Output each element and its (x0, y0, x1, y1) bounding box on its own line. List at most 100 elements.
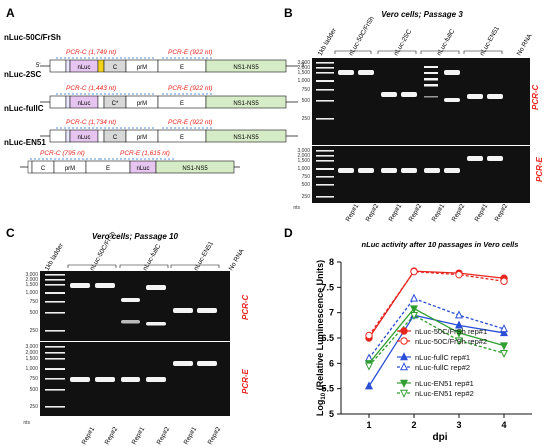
gel-c-c-bands (70, 283, 217, 326)
x-tick-label: 1 (366, 420, 371, 430)
svg-text:3,000: 3,000 (297, 148, 310, 154)
gel-b-c-bands (338, 66, 503, 102)
gel-c-rep-labels: Rep#1 Rep#2 Rep#1 Rep#2 Rep#1 Rep#2 (81, 426, 223, 446)
data-point (409, 293, 419, 302)
svg-text:Rep#2: Rep#2 (207, 426, 223, 446)
svg-text:NS1-NS5: NS1-NS5 (182, 166, 208, 172)
svg-text:PCR-C (795 nt): PCR-C (795 nt) (40, 150, 85, 157)
svg-text:E: E (180, 135, 184, 141)
svg-text:Rep#1: Rep#1 (431, 203, 447, 223)
svg-text:1,500: 1,500 (297, 70, 310, 76)
series-layer (364, 267, 509, 390)
panel-d-letter: D (284, 226, 293, 240)
legend-marker (399, 389, 409, 398)
svg-text:Rep#2: Rep#2 (156, 426, 172, 446)
legend-item: nLuc-50C/FrSh rep#2 (397, 337, 487, 346)
svg-text:nLuc: nLuc (77, 135, 90, 141)
series-5 (364, 312, 509, 371)
y-axis-label: Log10 (Relative Luminescence Units) (315, 260, 327, 416)
svg-text:750: 750 (302, 174, 311, 180)
construct-name: nLuc-EN51 (4, 138, 46, 147)
gel-c-e-bands (70, 361, 217, 382)
gel-b-lane-brackets (334, 50, 503, 54)
svg-text:Rep#1: Rep#1 (183, 426, 199, 446)
svg-text:PCR-E (922 nt): PCR-E (922 nt) (168, 119, 212, 126)
svg-text:500: 500 (30, 310, 39, 316)
svg-text:250: 250 (302, 194, 311, 200)
svg-text:1,500: 1,500 (25, 356, 38, 362)
svg-text:C: C (41, 166, 46, 172)
svg-text:2,000: 2,000 (25, 350, 38, 356)
svg-text:C*: C* (112, 101, 119, 107)
series-3 (364, 293, 509, 362)
construct-name: nLuc-50C/FrSh (4, 33, 61, 42)
pcr-e-label: PCR-E (922 nt) (168, 49, 212, 56)
svg-text:250: 250 (30, 404, 39, 410)
svg-text:3,000: 3,000 (25, 344, 38, 350)
legend-item: nLuc-fullC rep#2 (397, 362, 470, 372)
y-tick-label: 5.5 (321, 384, 334, 394)
svg-text:3,000: 3,000 (25, 272, 38, 278)
svg-text:nLuc-2SC: nLuc-2SC (393, 28, 414, 57)
chart-title: nLuc activity after 10 passages in Vero … (362, 240, 519, 249)
construct-2sc: nLuc-2SC PCR-C (1,443 nt) PCR-E (922 nt)… (4, 70, 298, 109)
svg-text:750: 750 (30, 376, 39, 382)
svg-text:2,000: 2,000 (297, 153, 310, 159)
svg-text:E: E (106, 166, 110, 172)
legend-marker (399, 362, 409, 371)
svg-text:Rep#2: Rep#2 (494, 203, 510, 223)
svg-text:PCR-C (1,443 nt): PCR-C (1,443 nt) (66, 85, 116, 92)
svg-text:250: 250 (302, 116, 311, 122)
svg-text:nLuc: nLuc (77, 65, 90, 71)
svg-text:E: E (180, 65, 184, 71)
svg-text:Rep#1: Rep#1 (81, 426, 97, 446)
panel-c-title: Vero cells; Passage 10 (92, 232, 179, 241)
legend-label: nLuc-EN51 rep#2 (415, 389, 474, 398)
legend-label: nLuc-fullC rep#1 (415, 353, 470, 362)
gel-c-pcr-e-label: PCR-E (241, 368, 250, 394)
svg-text:NS1-NS5: NS1-NS5 (233, 65, 259, 71)
legend-marker (399, 379, 409, 388)
x-tick-label: 3 (456, 420, 461, 430)
svg-text:NS1-NS5: NS1-NS5 (233, 101, 259, 107)
legend-item: nLuc-50C/FrSh rep#1 (397, 327, 487, 336)
legend-label: nLuc-fullC rep#2 (415, 363, 470, 372)
legend-label: nLuc-50C/FrSh rep#2 (415, 337, 487, 346)
gel-b-rep-labels: Rep#1 Rep#2 Rep#1 Rep#2 Rep#1 Rep#2 Rep#… (345, 203, 510, 223)
svg-text:1,500: 1,500 (297, 158, 310, 164)
svg-text:Rep#1: Rep#1 (474, 203, 490, 223)
data-point (455, 270, 463, 279)
data-point (499, 328, 509, 337)
y-tick-label: 7 (329, 308, 334, 318)
svg-text:1,000: 1,000 (25, 366, 38, 372)
gel-b-pcr-e-label: PCR-E (535, 156, 544, 182)
svg-text:E: E (180, 101, 184, 107)
y-ticks: 5 5.5 6 6.5 7 7.5 8 (321, 257, 341, 419)
data-point (499, 342, 509, 351)
svg-text:Rep#2: Rep#2 (365, 203, 381, 223)
svg-text:750: 750 (302, 87, 311, 93)
svg-text:PCR-E (922 nt): PCR-E (922 nt) (168, 85, 212, 92)
panel-b-title: Vero cells; Passage 3 (381, 10, 463, 19)
svg-text:C: C (113, 135, 118, 141)
gel-c-pcr-c-label: PCR-C (241, 294, 250, 320)
svg-text:Rep#1: Rep#1 (345, 203, 361, 223)
gel-b-pcr-e (312, 146, 530, 203)
panel-c-letter: C (6, 226, 15, 240)
svg-text:nLuc-50C/FrSh: nLuc-50C/FrSh (348, 15, 376, 57)
series-line (368, 297, 505, 359)
svg-text:750: 750 (30, 299, 39, 305)
data-point (500, 277, 508, 285)
svg-text:No RNA: No RNA (516, 32, 534, 57)
legend-marker (400, 327, 408, 335)
svg-text:500: 500 (302, 98, 311, 104)
svg-text:1,000: 1,000 (297, 78, 310, 84)
y-tick-label: 6 (329, 358, 334, 368)
svg-text:3,000: 3,000 (297, 60, 310, 66)
gel-b-c-ladder (316, 62, 334, 120)
svg-text:Rep#2: Rep#2 (408, 203, 424, 223)
gel-c-pcr-c (40, 271, 230, 341)
panel-a-letter: A (6, 6, 15, 20)
y-tick-label: 8 (329, 257, 334, 267)
